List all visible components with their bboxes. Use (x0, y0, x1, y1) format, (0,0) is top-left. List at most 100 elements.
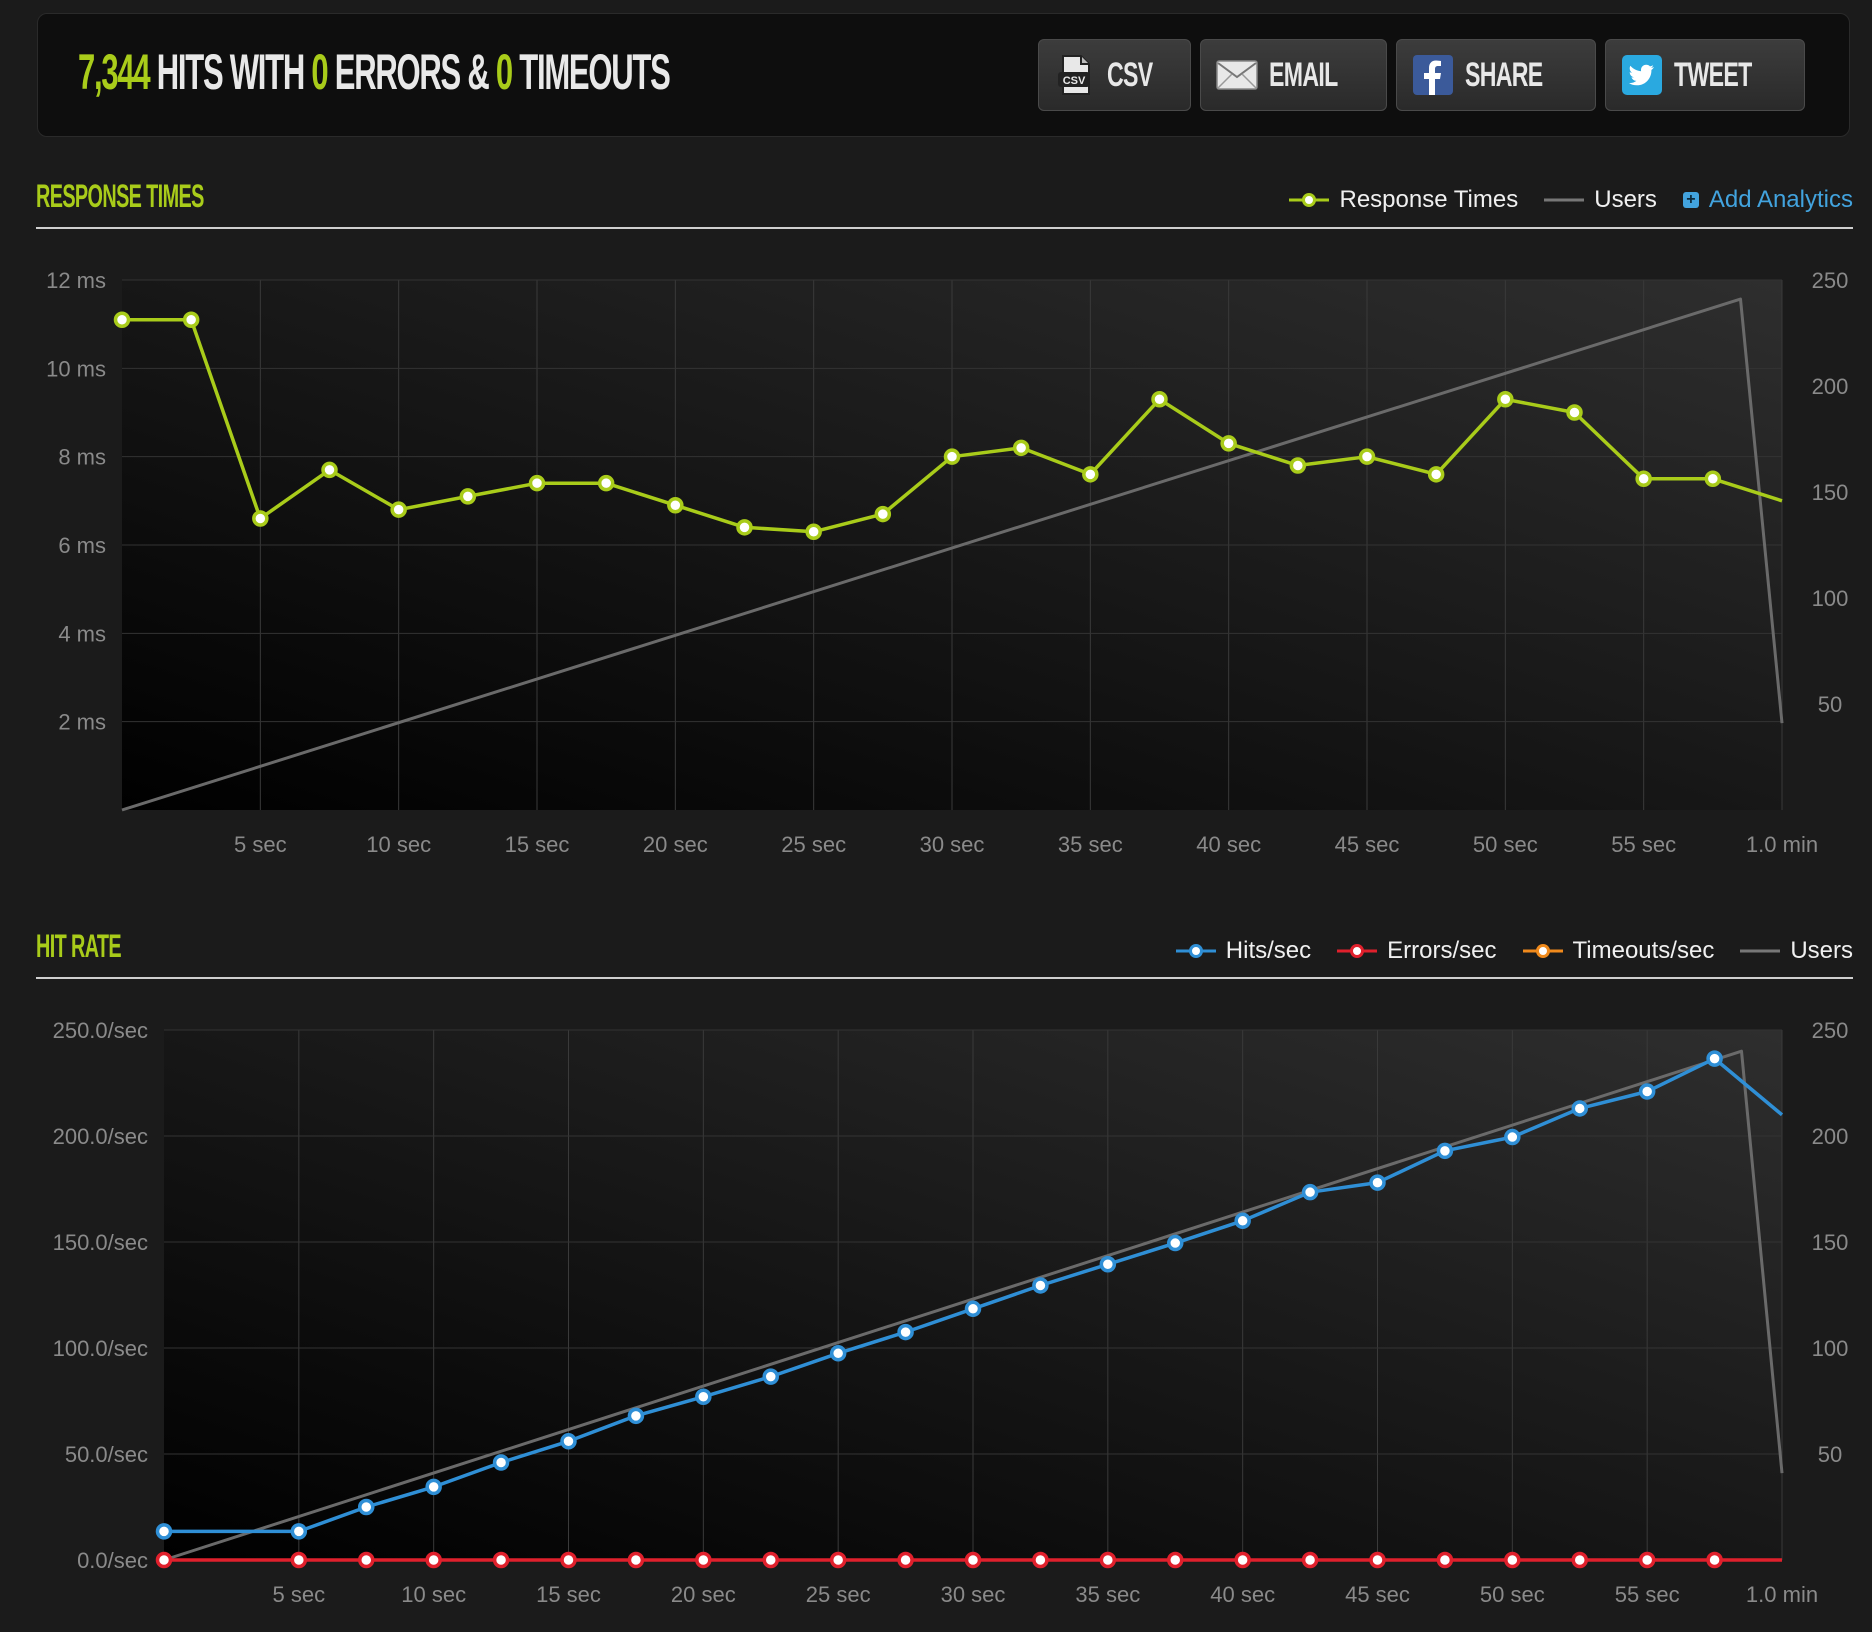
data-point-response-times (597, 474, 615, 492)
data-point-errors-sec (1706, 1551, 1723, 1569)
legend-line-icon (1740, 949, 1781, 953)
data-point-errors-sec (290, 1551, 308, 1569)
y-tick-label-left: 50.0/sec (65, 1442, 148, 1467)
data-point-response-times (528, 474, 546, 492)
legend-item-hits[interactable]: Hits/sec (1175, 937, 1312, 965)
hit-rate-chart: 0.0/sec 50.0/sec 100.0/sec 150.0/sec 200.0/s… (53, 1018, 1849, 1607)
share-label: SHARE (1464, 55, 1543, 94)
data-point-errors-sec (829, 1551, 847, 1569)
y-tick-label-left: 8 ms (58, 445, 106, 470)
data-point-hits-sec (1571, 1100, 1588, 1117)
data-point-response-times (943, 448, 961, 465)
errors-count: 0 (311, 44, 328, 100)
y-tick-label-right: 200 (1812, 374, 1849, 399)
data-point-response-times (321, 461, 338, 479)
data-point-hits-sec (1167, 1234, 1184, 1252)
data-point-response-times (390, 501, 407, 518)
legend-item-errors[interactable]: Errors/sec (1337, 937, 1497, 965)
tweet-button[interactable]: TWEET (1605, 39, 1805, 111)
y-tick-label-right: 50 (1818, 692, 1842, 717)
data-point-response-times (874, 505, 892, 523)
data-point-errors-sec (492, 1551, 510, 1569)
x-tick-label: 45 sec (1345, 1582, 1410, 1607)
section-divider (36, 977, 1853, 979)
data-point-errors-sec (1369, 1551, 1386, 1569)
x-tick-label: 25 sec (781, 832, 846, 857)
data-point-hits-sec (1301, 1183, 1319, 1201)
legend-line-marker-icon (1175, 944, 1216, 958)
y-tick-label-right: 150 (1812, 1230, 1849, 1255)
legend-line-icon (1544, 198, 1585, 202)
plus-icon: + (1682, 192, 1699, 208)
timeouts-count: 0 (495, 44, 513, 100)
x-tick-label: 1.0 min (1746, 832, 1818, 857)
x-tick-label: 35 sec (1075, 1582, 1140, 1607)
y-tick-label-right: 200 (1812, 1124, 1849, 1149)
csv-label: CSV (1107, 55, 1153, 94)
data-point-errors-sec (155, 1551, 173, 1569)
legend-label-hits: Hits/sec (1225, 937, 1312, 964)
y-tick-label-left: 2 ms (58, 710, 106, 735)
data-point-hits-sec (964, 1300, 982, 1318)
data-point-errors-sec (627, 1551, 645, 1569)
data-point-hits-sec (492, 1454, 510, 1471)
data-point-hits-sec (1234, 1212, 1251, 1230)
legend-label-timeouts: Timeouts/sec (1572, 937, 1715, 964)
series-line-hits-sec (164, 1056, 1784, 1534)
twitter-icon (1620, 53, 1664, 97)
x-tick-label: 5 sec (234, 832, 287, 857)
legend-item-users[interactable]: Users (1740, 937, 1853, 965)
data-point-errors-sec (897, 1551, 914, 1569)
data-point-hits-sec (1369, 1174, 1386, 1191)
y-tick-label-right: 250 (1812, 1018, 1849, 1043)
data-point-hits-sec (695, 1388, 712, 1406)
series-line-users (121, 297, 1784, 812)
legend-label-users: Users (1790, 937, 1853, 964)
csv-button[interactable]: CSV CSV (1038, 39, 1192, 111)
y-tick-label-left: 12 ms (46, 268, 106, 293)
add-analytics-link[interactable]: + Add Analytics (1682, 186, 1853, 214)
x-tick-label: 40 sec (1196, 832, 1261, 857)
data-point-hits-sec (560, 1433, 577, 1450)
data-point-hits-sec (1099, 1256, 1117, 1273)
series-line-users (163, 1049, 1784, 1562)
legend-item-response-times[interactable]: Response Times (1289, 186, 1518, 214)
data-point-errors-sec (964, 1551, 982, 1569)
y-tick-label-left: 100.0/sec (53, 1336, 148, 1361)
x-tick-label: 10 sec (401, 1582, 466, 1607)
data-point-hits-sec (897, 1323, 914, 1341)
x-tick-label: 15 sec (505, 832, 570, 857)
y-tick-label-left: 6 ms (58, 533, 106, 558)
legend-item-users[interactable]: Users (1544, 186, 1657, 214)
legend-label-errors: Errors/sec (1387, 937, 1497, 964)
data-point-response-times (1497, 391, 1514, 408)
x-tick-label: 55 sec (1611, 832, 1676, 857)
legend-line-marker-icon (1289, 193, 1330, 207)
legend-item-timeouts[interactable]: Timeouts/sec (1522, 937, 1715, 965)
legend-line-marker-icon (1522, 944, 1563, 958)
data-point-response-times (1427, 466, 1445, 483)
data-point-hits-sec (358, 1498, 375, 1516)
data-point-errors-sec (358, 1551, 375, 1569)
facebook-share-button[interactable]: SHARE (1395, 39, 1597, 111)
email-button[interactable]: EMAIL (1200, 39, 1387, 111)
x-tick-label: 55 sec (1615, 1582, 1680, 1607)
data-point-response-times (113, 311, 131, 328)
x-tick-label: 30 sec (920, 832, 985, 857)
x-tick-label: 30 sec (941, 1582, 1006, 1607)
x-tick-label: 50 sec (1473, 832, 1538, 857)
x-tick-label: 50 sec (1480, 1582, 1545, 1607)
y-tick-label-right: 100 (1812, 586, 1849, 611)
x-tick-label: 5 sec (273, 1582, 326, 1607)
y-tick-label-right: 50 (1818, 1442, 1842, 1467)
envelope-icon (1215, 53, 1259, 97)
data-point-hits-sec (1436, 1142, 1454, 1160)
data-point-response-times (1566, 404, 1583, 421)
data-point-hits-sec (1504, 1128, 1521, 1146)
add-analytics-label: Add Analytics (1708, 186, 1853, 213)
response-times-chart: 2 ms 4 ms 6 ms 8 ms 10 ms 12 ms 50 100 150 200 250… (46, 268, 1849, 857)
y-tick-label-left: 0.0/sec (77, 1548, 148, 1573)
x-tick-label: 40 sec (1210, 1582, 1275, 1607)
data-point-errors-sec (560, 1551, 577, 1569)
legend-label-response-times: Response Times (1339, 186, 1519, 213)
